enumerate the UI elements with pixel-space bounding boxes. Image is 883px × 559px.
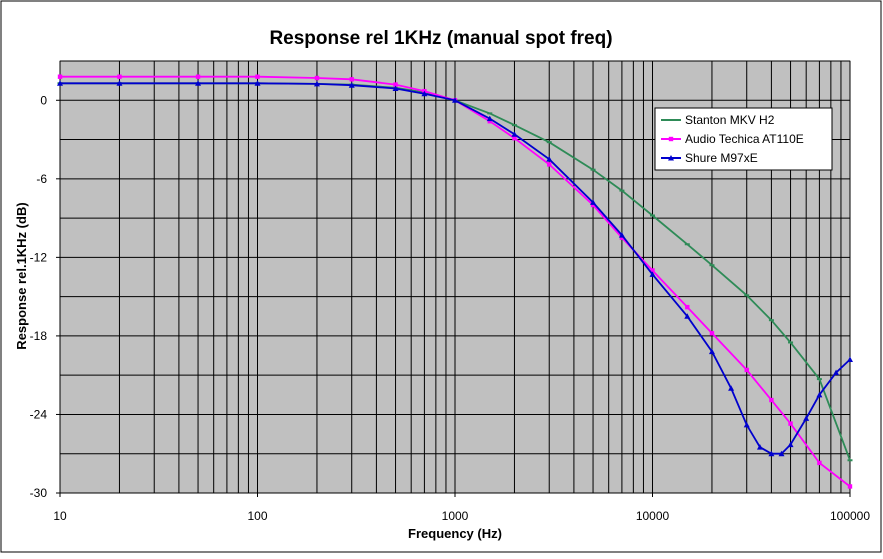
data-point — [57, 74, 63, 79]
data-point — [313, 80, 320, 87]
data-point — [512, 136, 517, 141]
x-tick-label: 10 — [53, 509, 67, 523]
data-point — [708, 348, 715, 355]
y-tick-label: 0 — [40, 93, 47, 107]
data-point — [684, 313, 691, 319]
data-point — [486, 115, 493, 122]
x-tick-label: 10000 — [636, 509, 670, 523]
legend-marker — [668, 155, 674, 161]
data-point — [816, 391, 823, 398]
legend-marker — [668, 136, 674, 142]
data-point — [421, 90, 428, 97]
data-point — [803, 415, 810, 421]
data-point — [744, 367, 749, 373]
data-point — [833, 369, 840, 376]
data-point — [392, 85, 399, 91]
data-point — [756, 444, 763, 450]
data-point — [847, 484, 853, 489]
data-point — [847, 356, 853, 362]
y-tick-label: -30 — [30, 486, 48, 500]
series-2 — [57, 74, 853, 489]
data-point — [254, 80, 261, 86]
legend-label: Shure M97xE — [685, 151, 758, 165]
data-point — [817, 460, 822, 466]
data-point — [57, 80, 63, 86]
data-point — [546, 156, 553, 162]
data-point — [348, 82, 355, 88]
data-point — [349, 77, 354, 82]
data-point — [728, 385, 735, 391]
x-tick-label: 100000 — [830, 509, 870, 523]
data-point — [116, 80, 123, 86]
legend-label: Audio Techica AT110E — [685, 132, 804, 146]
data-point — [618, 232, 625, 238]
series-line — [60, 75, 851, 488]
data-point — [195, 80, 202, 86]
data-point — [787, 441, 794, 448]
data-point — [255, 74, 260, 79]
y-tick-label: -24 — [30, 407, 48, 421]
data-point — [547, 162, 552, 167]
data-point — [619, 235, 625, 240]
x-tick-label: 1000 — [442, 509, 469, 523]
data-point — [117, 74, 122, 79]
data-point — [511, 131, 518, 137]
data-point — [769, 397, 774, 403]
data-point — [590, 199, 597, 205]
data-point — [650, 268, 655, 273]
y-tick-label: -6 — [36, 172, 47, 186]
x-axis-label: Frequency (Hz) — [408, 526, 502, 541]
legend-label: Stanton MKV H2 — [685, 113, 775, 127]
data-point — [685, 304, 690, 310]
legend: Stanton MKV H2 Audio Techica AT110E Shure … — [654, 107, 833, 171]
data-point — [743, 421, 750, 428]
data-point — [590, 202, 596, 208]
data-point — [393, 82, 398, 87]
data-point — [649, 271, 656, 277]
data-point — [768, 450, 775, 457]
data-point — [788, 421, 793, 426]
chart-title: Response rel 1KHz (manual spot freq) — [269, 28, 612, 49]
y-axis-label: Response rel.1KHz (dB) — [14, 202, 29, 349]
data-point — [314, 75, 320, 81]
data-point — [487, 119, 492, 124]
data-point — [452, 97, 458, 103]
data-point — [709, 331, 715, 336]
data-point — [778, 450, 785, 457]
legend-box — [654, 107, 833, 171]
y-tick-label: -12 — [30, 250, 48, 264]
x-tick-label: 100 — [247, 509, 267, 523]
y-tick-label: -18 — [30, 329, 48, 343]
series-3 — [57, 80, 853, 457]
data-point — [195, 74, 201, 79]
